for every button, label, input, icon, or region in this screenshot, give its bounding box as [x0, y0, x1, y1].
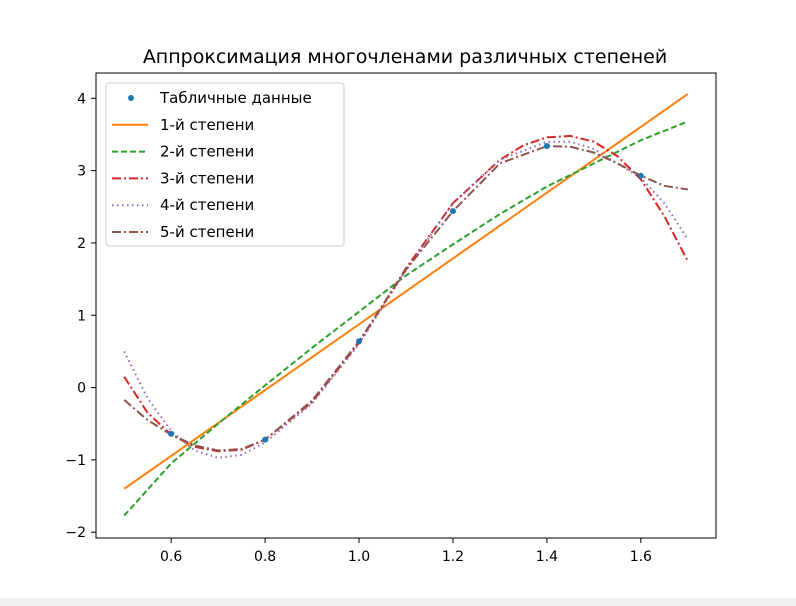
- data-point: [356, 338, 363, 345]
- data-point: [543, 143, 550, 150]
- data-point: [168, 430, 175, 437]
- data-point: [637, 172, 644, 179]
- legend-label: 2-й степени: [160, 143, 254, 161]
- y-tick-label: 4: [77, 91, 86, 107]
- x-tick-label: 0.8: [254, 549, 276, 565]
- series-line-1: [123, 93, 689, 490]
- chart-title: Аппроксимация многочленами различных сте…: [143, 46, 667, 68]
- legend-marker: [128, 95, 134, 101]
- legend-label: Табличные данные: [159, 89, 312, 107]
- plot-area-frame: [95, 72, 717, 539]
- x-tick-label: 1.4: [536, 549, 558, 565]
- x-tick-label: 1.6: [630, 549, 652, 565]
- y-tick-label: −1: [65, 453, 86, 469]
- legend-label: 4-й степени: [160, 196, 254, 214]
- legend-label: 3-й степени: [160, 169, 254, 187]
- y-tick-label: 0: [77, 381, 86, 397]
- legend-label: 5-й степени: [160, 223, 254, 241]
- x-tick-label: 1.2: [442, 549, 464, 565]
- data-point: [449, 208, 456, 215]
- y-tick-label: 3: [77, 164, 86, 180]
- y-tick-label: 2: [77, 236, 86, 252]
- y-tick-label: −2: [65, 525, 86, 541]
- data-point: [262, 436, 269, 443]
- series-line-5: [123, 145, 688, 452]
- y-tick-label: 1: [77, 308, 86, 324]
- x-tick-label: 0.6: [160, 549, 182, 565]
- series-line-2: [123, 120, 689, 517]
- x-tick-label: 1.0: [348, 549, 370, 565]
- legend-box: [105, 82, 345, 247]
- window-bottom-strip: [0, 598, 796, 606]
- legend-label: 1-й степени: [160, 116, 254, 134]
- series-line-3: [123, 134, 689, 453]
